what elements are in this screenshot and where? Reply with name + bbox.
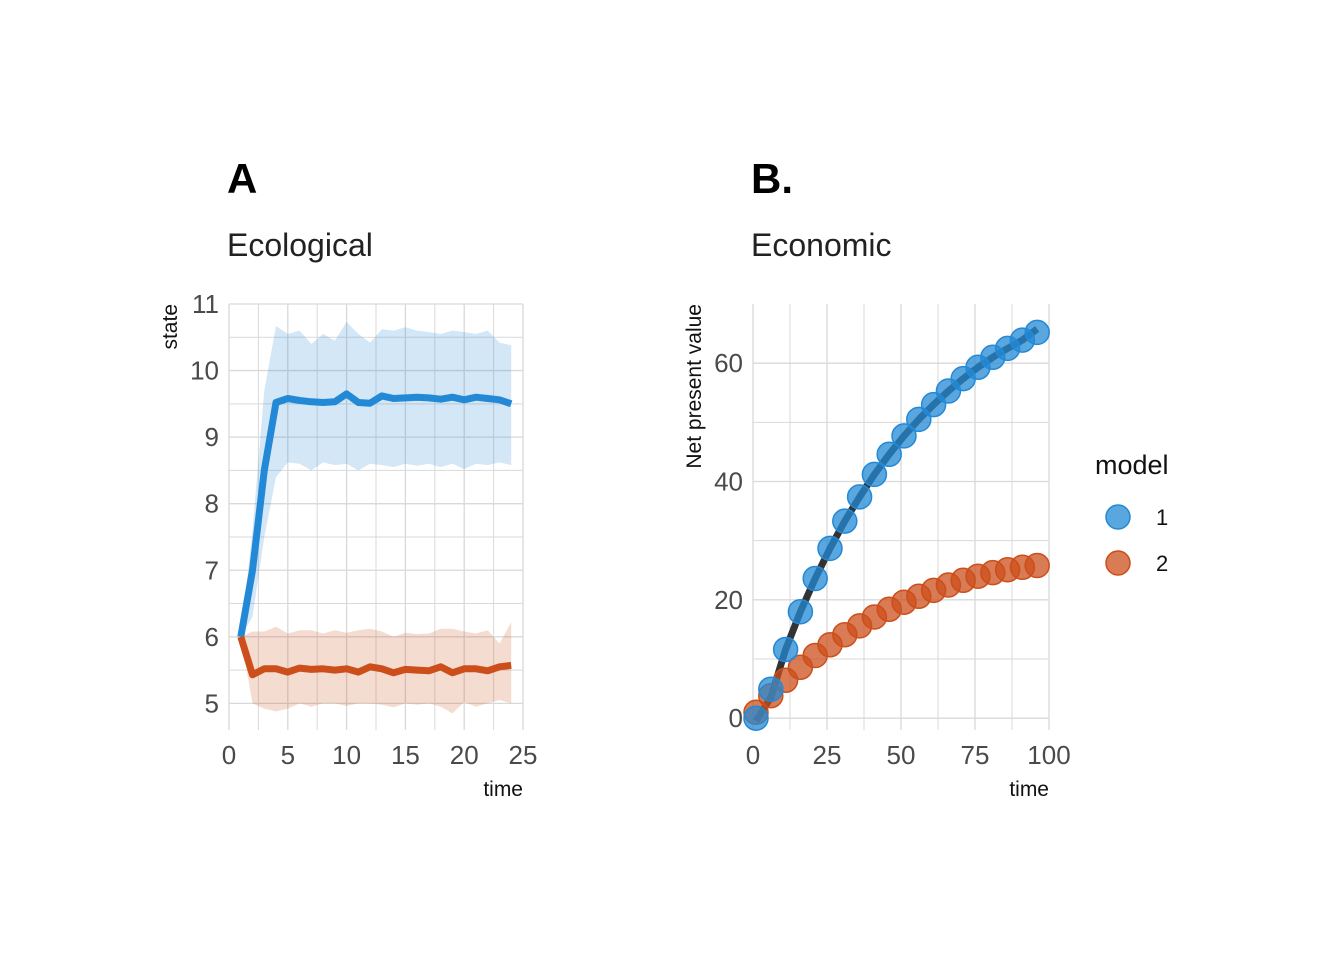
- y-tick-label: 10: [190, 356, 219, 386]
- legend-label-model-2: 2: [1156, 551, 1168, 576]
- x-tick-label: 25: [509, 740, 538, 770]
- x-tick-label: 0: [746, 740, 760, 770]
- y-tick-label: 6: [205, 622, 219, 652]
- point-model-1: [817, 535, 843, 562]
- panel-a-tag: A: [227, 155, 257, 202]
- legend-label-model-1: 1: [1156, 505, 1168, 530]
- y-tick-label: 9: [205, 422, 219, 452]
- line-model-2: [237, 635, 512, 679]
- point-model-1: [743, 705, 769, 731]
- y-tick-label: 60: [714, 348, 743, 378]
- x-axis-title: time: [1009, 778, 1049, 801]
- y-tick-label: 11: [192, 289, 219, 319]
- x-tick-label: 15: [391, 740, 420, 770]
- x-tick-label: 10: [332, 740, 361, 770]
- legend-title: model: [1095, 450, 1169, 480]
- panel-a-title: Ecological: [227, 227, 373, 263]
- x-axis-title: time: [483, 778, 523, 801]
- x-tick-label: 5: [281, 740, 295, 770]
- point-model-1: [1024, 319, 1050, 346]
- point-model-1: [758, 676, 784, 702]
- point-model-1: [802, 565, 828, 592]
- y-axis-title: Net present value: [683, 304, 706, 469]
- y-tick-label: 8: [205, 489, 219, 519]
- y-tick-label: 40: [714, 467, 743, 497]
- panel-b-tag: B.: [751, 155, 793, 202]
- x-tick-label: 25: [813, 740, 842, 770]
- x-tick-label: 0: [222, 740, 236, 770]
- legend-key-model-2: [1105, 550, 1131, 576]
- point-model-1: [891, 423, 917, 449]
- panel-b-economic-chart: 0 25 50 75 100 0 20 40 60 time Net present value: [683, 304, 1071, 801]
- point-model-1: [846, 484, 873, 510]
- line-model-1: [237, 390, 513, 638]
- x-tick-label: 100: [1027, 740, 1070, 770]
- point-model-1: [876, 441, 902, 468]
- x-tick-label: 75: [961, 740, 990, 770]
- y-tick-label: 5: [205, 688, 219, 718]
- y-tick-label: 7: [205, 555, 219, 585]
- point-model-1: [861, 461, 888, 488]
- x-tick-label: 50: [887, 740, 916, 770]
- y-tick-label: 20: [714, 585, 743, 615]
- panel-b-title: Economic: [751, 227, 892, 263]
- y-axis-title: state: [159, 304, 182, 350]
- legend: model 1 2: [1095, 450, 1169, 576]
- point-model-2: [1024, 552, 1050, 579]
- point-model-1: [772, 636, 799, 663]
- y-tick-label: 0: [729, 703, 743, 733]
- point-model-1: [787, 598, 814, 625]
- point-model-1: [832, 508, 858, 534]
- x-tick-label: 20: [450, 740, 479, 770]
- legend-key-model-1: [1105, 504, 1131, 530]
